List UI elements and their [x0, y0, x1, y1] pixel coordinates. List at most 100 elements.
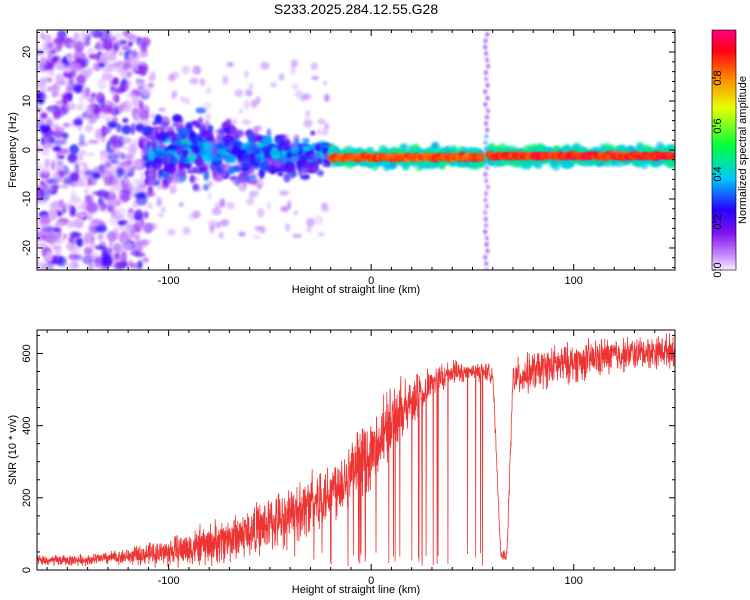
spectrogram-cell	[306, 217, 315, 228]
spectrogram-cell	[135, 123, 145, 132]
spectrogram-cell	[126, 91, 136, 100]
spectrogram-cell	[244, 130, 252, 136]
spectrogram-cell	[483, 89, 488, 94]
colorbar-cell	[712, 174, 736, 177]
spectrogram-cell	[203, 101, 212, 112]
colorbar-cell	[712, 256, 736, 259]
spectrogram-cell	[100, 113, 107, 120]
spectrogram-cell	[39, 262, 48, 270]
spectrogram-cell	[130, 250, 141, 257]
spectrogram-cell	[138, 109, 148, 120]
spectrogram-cell	[53, 146, 62, 152]
colorbar-tick-label: 0.8	[712, 70, 724, 85]
colorbar-cell	[712, 38, 736, 41]
spectrogram-cell	[226, 61, 234, 67]
spectrogram-cell	[114, 94, 120, 104]
spectrogram-cell	[289, 172, 294, 180]
spectrogram-cell	[203, 170, 210, 181]
colorbar-cell	[712, 108, 736, 111]
spectrogram-cell	[273, 159, 283, 168]
spectrogram-cell	[45, 251, 53, 263]
colorbar-cell	[712, 262, 736, 265]
spectrogram-cell	[239, 172, 248, 177]
spectrogram-cell	[156, 185, 166, 190]
spectrogram-cell	[96, 41, 101, 50]
spectrogram-cell	[196, 156, 202, 166]
spectrogram-cell	[308, 153, 318, 159]
spectrogram-cell	[114, 243, 119, 253]
spectrogram-cell	[47, 117, 56, 123]
spectrogram-cell	[83, 188, 90, 195]
colorbar-cell	[712, 210, 736, 213]
colorbar-cell	[712, 90, 736, 93]
colorbar-cell	[712, 126, 736, 129]
spectrogram-cell	[46, 233, 58, 241]
spectrogram-cell	[317, 128, 322, 136]
spectrogram-cell	[486, 108, 490, 114]
spectrogram-cell	[478, 152, 485, 157]
spectrogram-cell	[53, 138, 64, 146]
spectrogram-cell	[138, 239, 150, 246]
spectrogram-cell	[177, 144, 182, 153]
spectrogram-cell	[231, 118, 238, 125]
spectrogram-cell	[317, 169, 324, 177]
spectrogram-cell	[146, 191, 157, 197]
snr-y-label: SNR (10 * v/v)	[7, 415, 19, 485]
colorbar-cell	[712, 166, 736, 169]
colorbar-cell	[712, 48, 736, 51]
colorbar-cell	[712, 268, 736, 271]
spectrogram-cell	[306, 226, 312, 233]
colorbar-cell	[712, 64, 736, 67]
spectrogram-cell	[40, 224, 51, 230]
spectrogram-cell	[73, 32, 80, 41]
spectrogram-cell	[58, 177, 65, 182]
spectrogram-cell	[216, 148, 228, 155]
spectrogram-cell	[483, 210, 487, 215]
spectrogram-cell	[167, 74, 176, 82]
spectrogram-cell	[260, 61, 270, 70]
spectrogram-cell	[484, 76, 489, 82]
spectrogram-cell	[92, 191, 104, 196]
spectrogram-cell	[219, 198, 226, 208]
spectrogram-cell	[123, 177, 129, 184]
spectrogram-cell	[130, 230, 136, 239]
spectrogram-cell	[484, 223, 488, 228]
spectrogram-cell	[76, 74, 86, 84]
spectrogram-cell	[311, 75, 319, 81]
spectrogram-cell	[87, 177, 93, 186]
spectrogram-cell	[290, 59, 298, 68]
spectrogram-cell	[167, 228, 176, 236]
spectrogram-cell	[143, 211, 149, 219]
spectrogram-cell	[216, 171, 224, 181]
spectrogram-cell	[121, 145, 129, 151]
spectrogram-cell	[130, 123, 135, 136]
spectrogram-cell	[221, 169, 228, 178]
spectrogram-cell	[484, 191, 488, 196]
spectrogram-cell	[128, 34, 139, 44]
spectrogram-cell	[161, 171, 170, 179]
colorbar-cell	[712, 164, 736, 167]
spectrogram-cell	[310, 130, 316, 136]
chart-title: S233.2025.284.12.55.G28	[274, 1, 438, 17]
spectrogram-cell	[134, 187, 143, 194]
colorbar-cell	[712, 60, 736, 63]
spectrogram-cell	[130, 138, 138, 151]
spectrogram-cell	[214, 202, 221, 209]
spectrogram-plot	[37, 30, 675, 270]
colorbar-ticks: 0.0 0.2 0.4 0.6 0.8	[712, 70, 724, 278]
colorbar-cell	[712, 172, 736, 175]
spectrogram-cell	[317, 118, 326, 125]
spectrogram-cell	[122, 242, 134, 251]
spectrogram-cell	[478, 159, 487, 169]
spectrogram-cell	[186, 154, 197, 162]
spectrogram-cell	[321, 153, 329, 161]
spectrogram-cell	[277, 172, 284, 177]
spectrogram-cell	[142, 224, 151, 231]
spectrogram-cell	[122, 136, 131, 144]
spectrogram-cell	[99, 30, 111, 42]
colorbar-cell	[712, 158, 736, 161]
spectrogram-cell	[301, 145, 312, 152]
spectrogram-cell	[90, 236, 96, 249]
spectrogram-cell	[180, 96, 185, 102]
spectrogram-cell	[73, 218, 84, 229]
